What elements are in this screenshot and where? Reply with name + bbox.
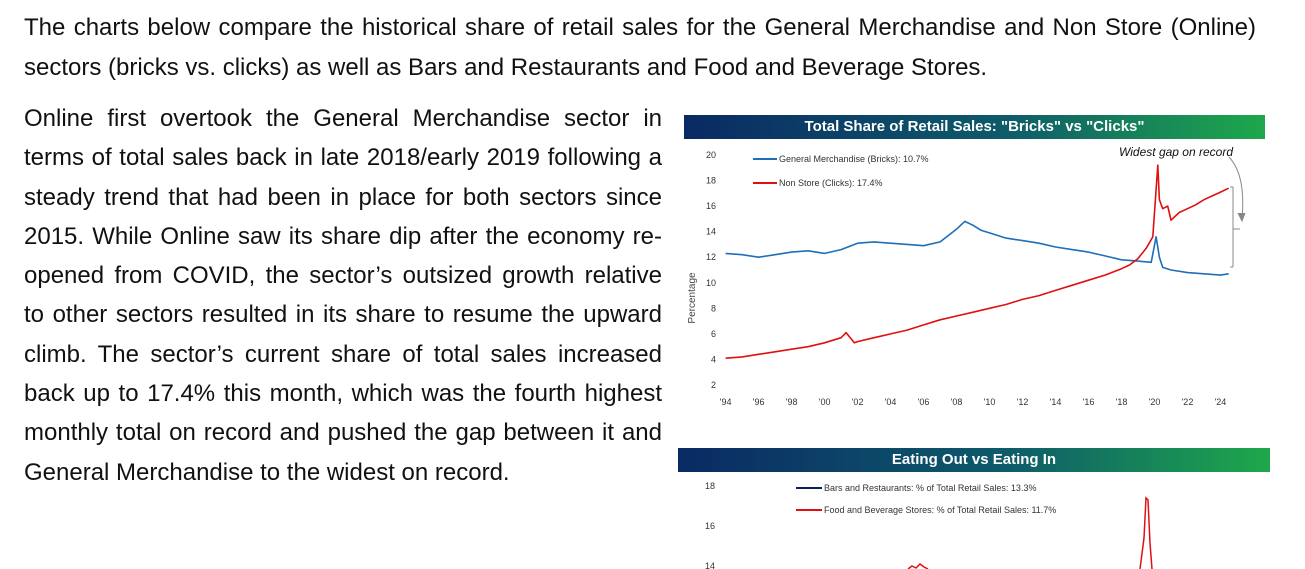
chart-1-ytick: 6 — [711, 329, 716, 339]
clicks-series-line — [725, 164, 1230, 359]
chart-1-plot: Percentage 2 4 6 8 10 12 14 16 18 20 '94 '96 '98 '00… — [687, 145, 1246, 407]
food-beverage-line — [907, 563, 929, 569]
chart-1-xtick: '16 — [1083, 397, 1095, 407]
intro-paragraph: The charts below compare the historical … — [24, 14, 1256, 81]
legend-clicks: Non Store (Clicks): 17.4% — [779, 178, 883, 188]
chart-1-ytick: 14 — [706, 227, 716, 237]
chart-1-ytick: 12 — [706, 252, 716, 262]
chart-1-ytick: 18 — [706, 176, 716, 186]
chart-1-xtick: '94 — [720, 397, 732, 407]
food-beverage-spike — [1139, 496, 1153, 569]
chart-2-title: Eating Out vs Eating In — [678, 448, 1270, 472]
chart-1-annotation: Widest gap on record — [1119, 145, 1233, 159]
gap-bracket — [1228, 156, 1246, 268]
chart-1-title: Total Share of Retail Sales: "Bricks" vs… — [684, 115, 1265, 139]
chart-1-ytick: 2 — [711, 380, 716, 390]
legend-food: Food and Beverage Stores: % of Total Ret… — [824, 505, 1056, 515]
chart-1-legend: General Merchandise (Bricks): 10.7% Non … — [753, 154, 929, 188]
chart-1-xtick: '08 — [951, 397, 963, 407]
chart-1-ytick: 16 — [706, 201, 716, 211]
chart-1-xtick: '14 — [1050, 397, 1062, 407]
chart-1-xtick: '10 — [984, 397, 996, 407]
chart-2-ytick: 18 — [705, 481, 715, 491]
bricks-vs-clicks-chart: Total Share of Retail Sales: "Bricks" vs… — [684, 115, 1265, 415]
eating-out-vs-in-chart: Eating Out vs Eating In 18 16 14 Bars an… — [678, 448, 1270, 569]
chart-1-xtick: '06 — [918, 397, 930, 407]
chart-1-xtick: '22 — [1182, 397, 1194, 407]
chart-1-lines — [725, 164, 1230, 359]
chart-1-xtick: '24 — [1215, 397, 1227, 407]
chart-1-xtick: '02 — [852, 397, 864, 407]
chart-1-ytick: 20 — [706, 150, 716, 160]
body-paragraph: Online first overtook the General Mercha… — [24, 105, 662, 486]
chart-1-ytick: 8 — [711, 303, 716, 313]
chart-1-xtick: '98 — [786, 397, 798, 407]
chart-2-plot: 18 16 14 Bars and Restaurants: % of Tota… — [705, 481, 1153, 569]
legend-bars: Bars and Restaurants: % of Total Retail … — [824, 483, 1036, 493]
chart-1-xtick: '18 — [1116, 397, 1128, 407]
chart-2-ytick: 16 — [705, 521, 715, 531]
chart-1-ytick: 4 — [711, 354, 716, 364]
chart-1-ylabel: Percentage — [687, 272, 698, 324]
chart-1-x-ticks: '94 '96 '98 '00 '02 '04 '06 '08 '10 '12 '14 '16 '18 '… — [720, 397, 1227, 407]
bricks-series-line — [725, 220, 1229, 276]
chart-1-xtick: '12 — [1017, 397, 1029, 407]
chart-1-xtick: '20 — [1149, 397, 1161, 407]
chart-1-xtick: '00 — [819, 397, 831, 407]
chart-1-y-ticks: 2 4 6 8 10 12 14 16 18 20 — [706, 150, 716, 390]
chart-1-ytick: 10 — [706, 278, 716, 288]
chart-1-xtick: '96 — [753, 397, 765, 407]
chart-1-xtick: '04 — [885, 397, 897, 407]
legend-bricks: General Merchandise (Bricks): 10.7% — [779, 154, 929, 164]
chart-2-ytick: 14 — [705, 561, 715, 569]
